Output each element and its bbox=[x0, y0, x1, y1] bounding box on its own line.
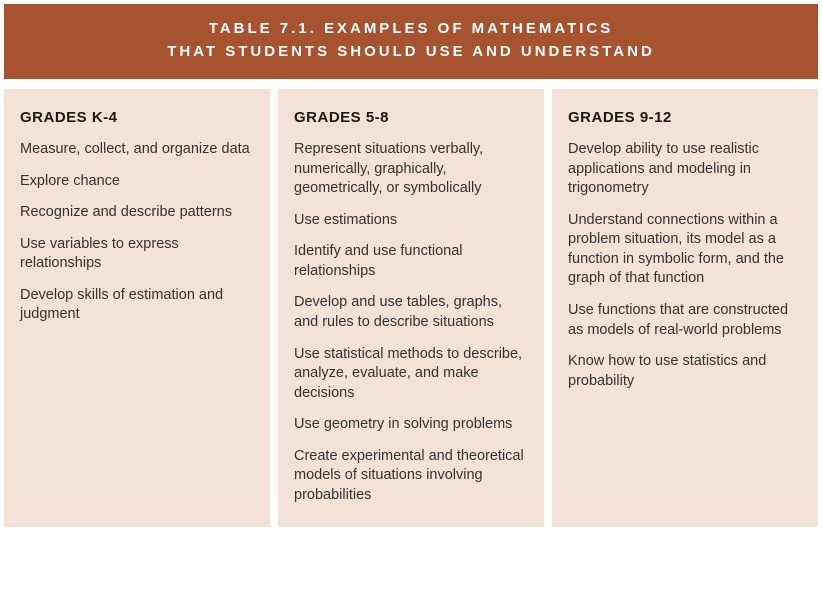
column-heading: GRADES K-4 bbox=[20, 109, 254, 126]
list-item: Develop ability to use realistic applica… bbox=[568, 140, 802, 199]
table-container: TABLE 7.1. EXAMPLES OF MATHEMATICS THAT … bbox=[0, 0, 822, 600]
column-grades-9-12: GRADES 9-12 Develop ability to use reali… bbox=[552, 89, 818, 527]
list-item: Measure, collect, and organize data bbox=[20, 140, 254, 160]
table-header: TABLE 7.1. EXAMPLES OF MATHEMATICS THAT … bbox=[4, 4, 818, 79]
list-item: Know how to use statistics and probabili… bbox=[568, 352, 802, 391]
list-item: Explore chance bbox=[20, 172, 254, 192]
list-item: Use variables to express relationships bbox=[20, 235, 254, 274]
column-grades-5-8: GRADES 5-8 Represent situations verbally… bbox=[278, 89, 544, 527]
header-line-2: THAT STUDENTS SHOULD USE AND UNDERSTAND bbox=[24, 41, 798, 64]
list-item: Develop and use tables, graphs, and rule… bbox=[294, 293, 528, 332]
list-item: Understand connections within a problem … bbox=[568, 211, 802, 289]
list-item: Develop skills of estimation and judgmen… bbox=[20, 286, 254, 325]
column-heading: GRADES 5-8 bbox=[294, 109, 528, 126]
header-line-1: TABLE 7.1. EXAMPLES OF MATHEMATICS bbox=[24, 18, 798, 41]
list-item: Create experimental and theoretical mode… bbox=[294, 447, 528, 506]
column-grades-k4: GRADES K-4 Measure, collect, and organiz… bbox=[4, 89, 270, 527]
list-item: Recognize and describe patterns bbox=[20, 203, 254, 223]
list-item: Represent situations verbally, numerical… bbox=[294, 140, 528, 199]
list-item: Use statistical methods to describe, ana… bbox=[294, 345, 528, 404]
columns-row: GRADES K-4 Measure, collect, and organiz… bbox=[4, 89, 818, 527]
column-heading: GRADES 9-12 bbox=[568, 109, 802, 126]
list-item: Use estimations bbox=[294, 211, 528, 231]
list-item: Use functions that are constructed as mo… bbox=[568, 301, 802, 340]
list-item: Identify and use functional relationship… bbox=[294, 242, 528, 281]
list-item: Use geometry in solving problems bbox=[294, 415, 528, 435]
